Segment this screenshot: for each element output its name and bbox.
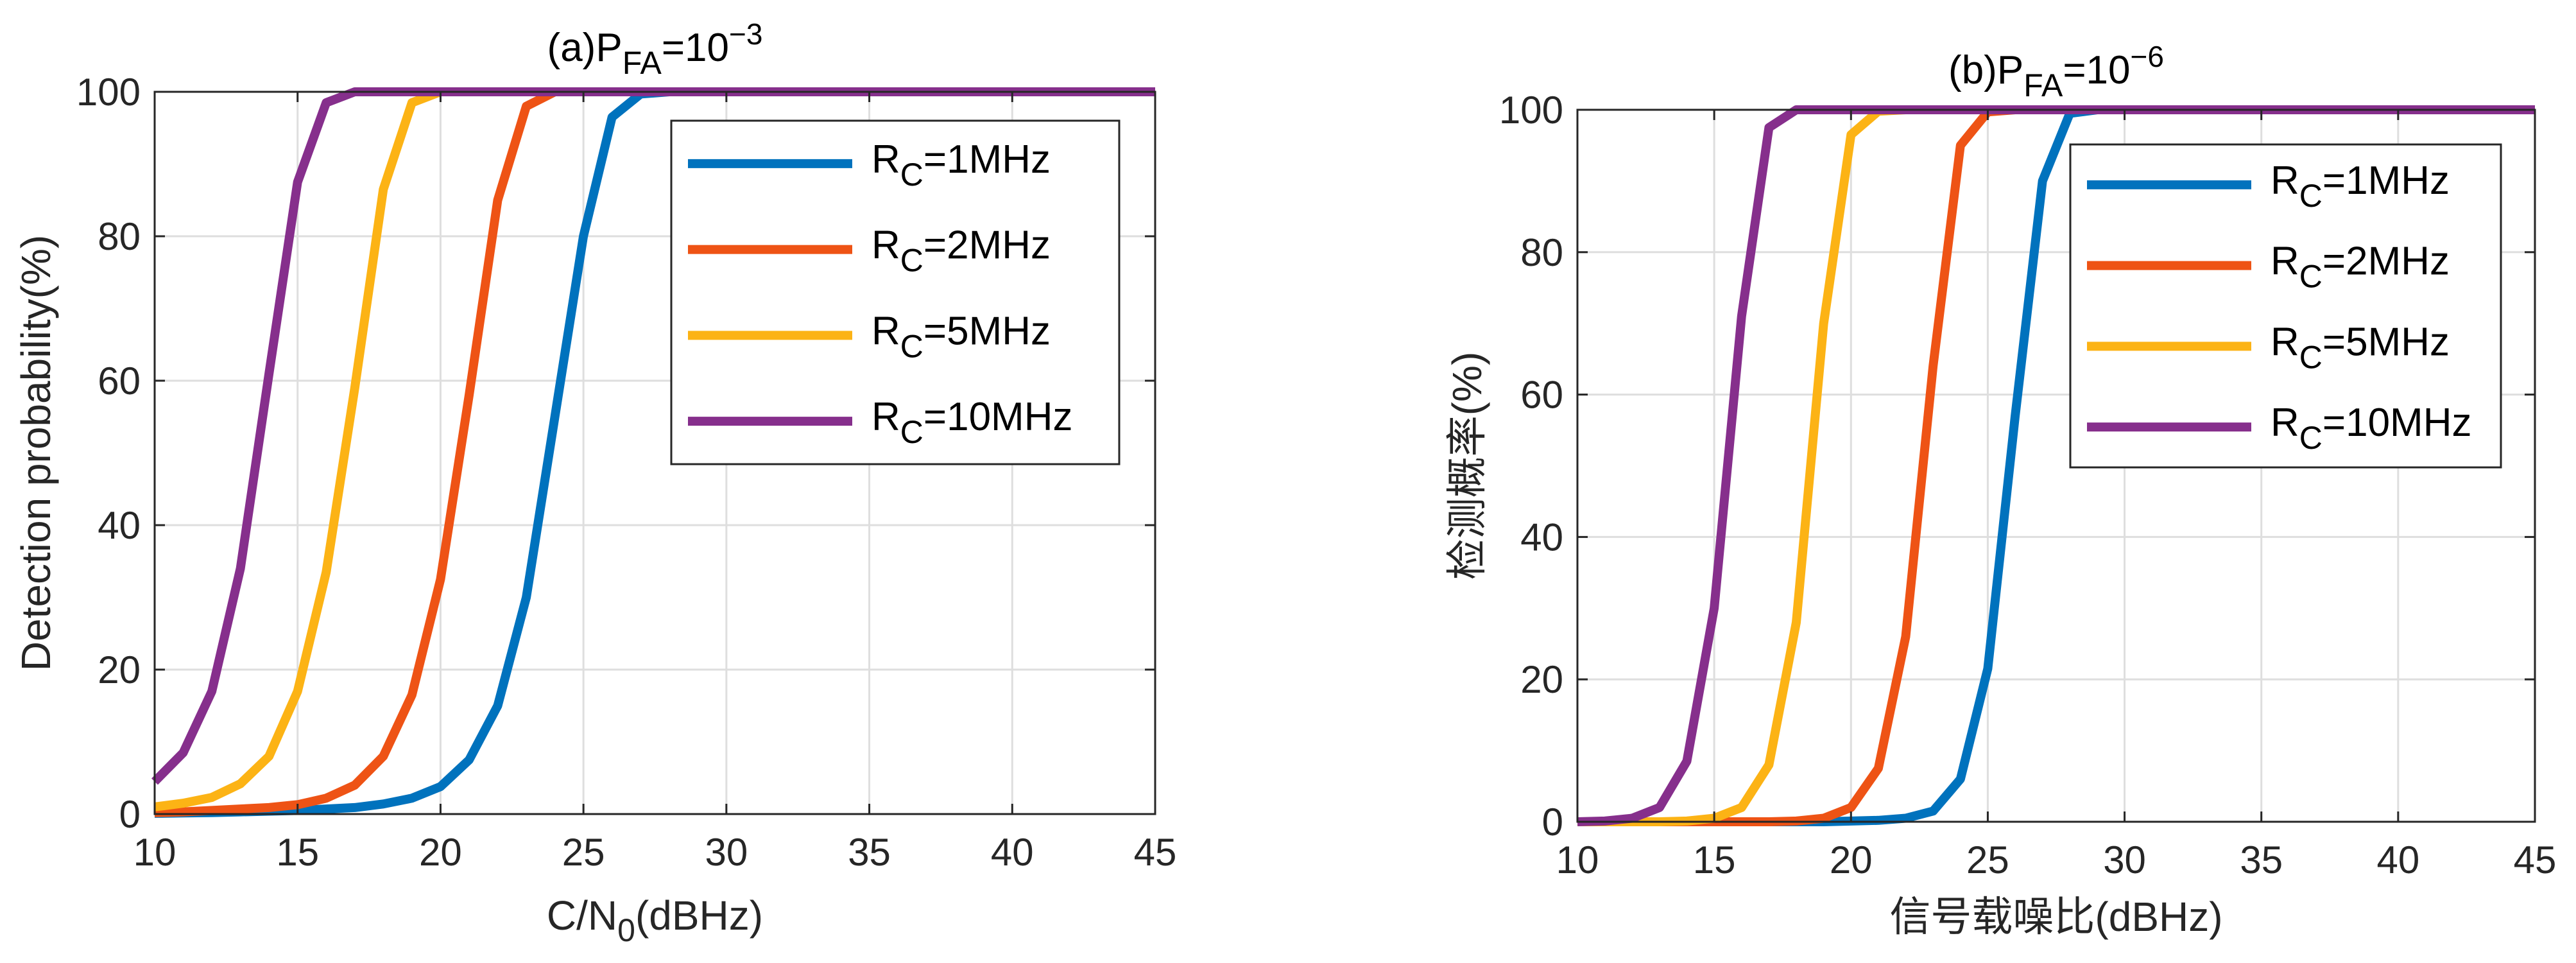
legend-box xyxy=(2069,143,2502,469)
x-tick-label: 15 xyxy=(1693,838,1736,881)
chart-title: (a)PFA=10−3 xyxy=(547,17,763,81)
y-tick-label: 80 xyxy=(1520,231,1563,274)
x-tick-label: 30 xyxy=(705,831,748,874)
legend-label-4: RC=10MHz xyxy=(2271,401,2471,456)
x-tick-label: 35 xyxy=(2240,838,2283,881)
x-tick-label: 25 xyxy=(562,831,605,874)
legend-label-3: RC=5MHz xyxy=(2271,320,2450,375)
x-tick-label: 45 xyxy=(1134,831,1177,874)
x-tick-label: 15 xyxy=(276,831,319,874)
legend-label-2: RC=2MHz xyxy=(872,223,1051,279)
y-tick-label: 100 xyxy=(1499,89,1563,132)
axes-box xyxy=(153,91,1156,815)
y-tick-label: 0 xyxy=(119,793,141,836)
y-tick-label: 40 xyxy=(98,504,141,547)
x-tick-label: 20 xyxy=(419,831,462,874)
y-tick-label: 100 xyxy=(76,71,141,114)
x-tick-label: 40 xyxy=(991,831,1034,874)
y-tick-label: 80 xyxy=(98,215,141,258)
x-tick-label: 10 xyxy=(133,831,176,874)
x-tick-label: 45 xyxy=(2514,838,2557,881)
legend-label-4: RC=10MHz xyxy=(872,395,1072,450)
x-tick-label: 25 xyxy=(1966,838,2009,881)
legend-box xyxy=(670,119,1121,465)
y-tick-label: 40 xyxy=(1520,516,1563,559)
x-tick-label: 30 xyxy=(2103,838,2146,881)
tick-marks xyxy=(1576,108,2536,823)
x-tick-label: 10 xyxy=(1556,838,1599,881)
legend-label-3: RC=5MHz xyxy=(872,309,1051,364)
legend-label-1: RC=1MHz xyxy=(2271,159,2450,214)
chart-title: (b)PFA=10−6 xyxy=(1948,40,2164,103)
y-tick-label: 60 xyxy=(1520,374,1563,417)
legend: RC=1MHz RC=2MHz RC=5MHz RC=10MHz xyxy=(670,119,1121,465)
y-tick-label: 0 xyxy=(1542,801,1563,844)
axes-box xyxy=(1576,108,2536,823)
tick-marks xyxy=(153,91,1156,815)
x-tick-label: 20 xyxy=(1830,838,1873,881)
y-tick-label: 20 xyxy=(98,648,141,691)
chart-panel-a: 10 15 20 25 30 35 40 45 0 20 40 60 80 100 (a)PFA=10−3 C… xyxy=(13,17,1176,948)
y-axis-label: 检测概率(%) xyxy=(1444,352,1490,580)
x-tick-label: 35 xyxy=(848,831,891,874)
x-tick-label: 40 xyxy=(2376,838,2419,881)
legend: RC=1MHz RC=2MHz RC=5MHz RC=10MHz xyxy=(2069,143,2502,469)
y-tick-label: 60 xyxy=(98,360,141,403)
chart-panel-b: 10 15 20 25 30 35 40 45 0 20 40 60 80 100 (b)PFA=10−6 信… xyxy=(1444,40,2556,940)
legend-label-2: RC=2MHz xyxy=(2271,239,2450,295)
x-axis-label: C/N0(dBHz) xyxy=(547,892,763,948)
x-axis-label: 信号载噪比(dBHz) xyxy=(1889,894,2222,940)
y-tick-label: 20 xyxy=(1520,658,1563,701)
legend-label-1: RC=1MHz xyxy=(872,137,1051,193)
y-axis-label: Detection probability(%) xyxy=(13,235,59,671)
